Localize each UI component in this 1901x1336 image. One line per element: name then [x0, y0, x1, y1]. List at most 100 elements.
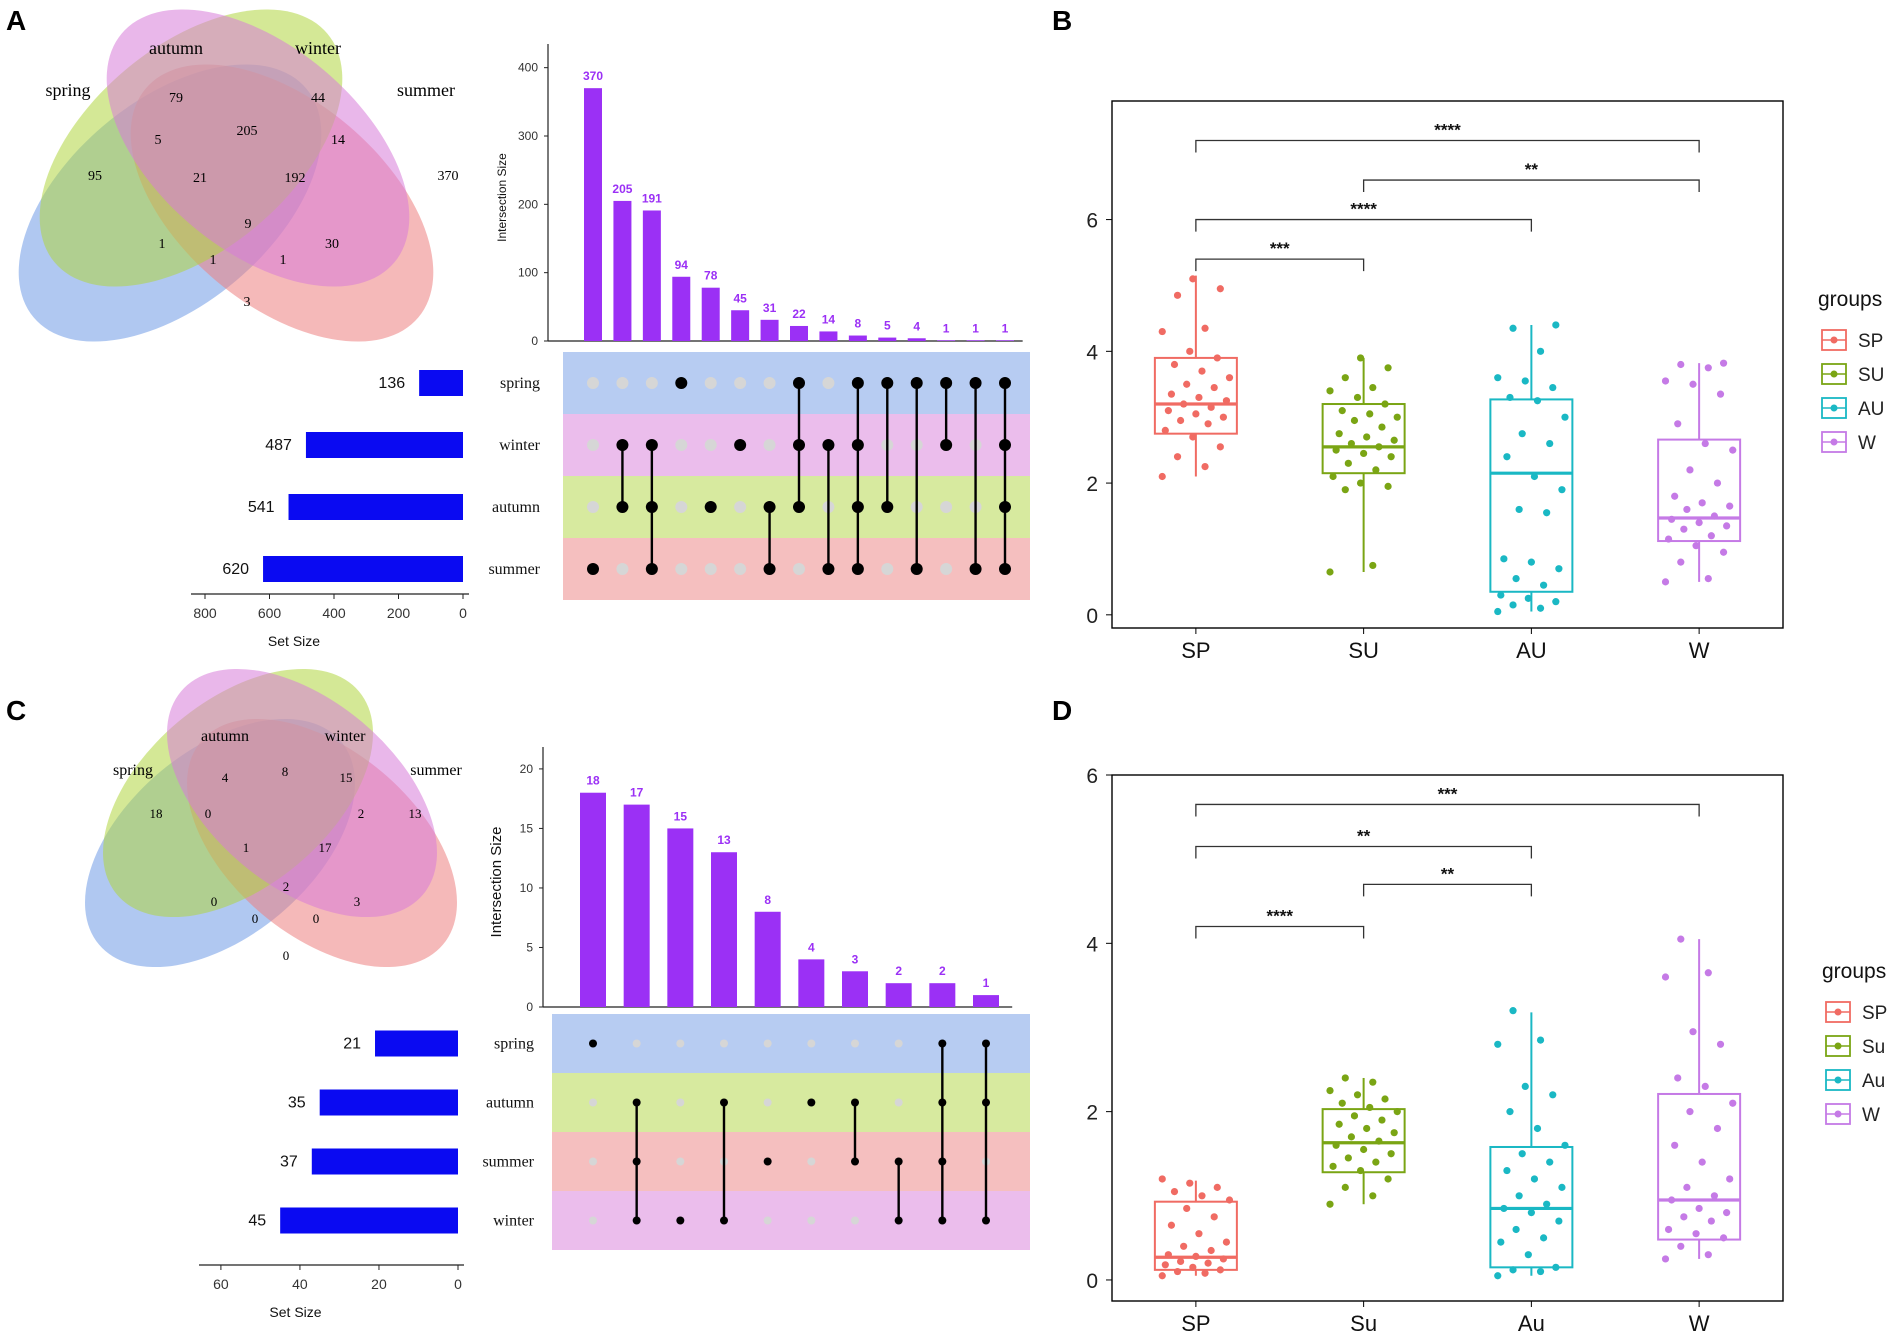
venn-region-count: 370 [438, 169, 459, 184]
data-point [1225, 374, 1234, 382]
upset-dot-filled [720, 1098, 728, 1107]
set-size-bar [280, 1207, 458, 1234]
upset-bar-label: 94 [675, 258, 689, 272]
data-point [1164, 1251, 1172, 1259]
venn-region-count: 1 [243, 840, 250, 855]
upset-dot-filled [894, 1157, 903, 1166]
upset-bar [907, 338, 926, 341]
y-tick-label: 2 [1086, 1102, 1098, 1125]
plot-frame [1111, 100, 1784, 629]
upset-bar [937, 340, 956, 341]
set-size-label: 620 [222, 561, 249, 578]
upset-dot-filled [938, 1216, 947, 1225]
legend-key-dot [1834, 1076, 1842, 1084]
data-point [1219, 413, 1227, 421]
data-point [1207, 403, 1215, 411]
upset-bar [584, 88, 602, 342]
upset-dot-empty [589, 1216, 597, 1225]
upset-dot-empty [807, 1216, 816, 1225]
venn-region-count: 0 [283, 948, 290, 963]
panel-label-b: B [1052, 5, 1072, 36]
data-point [1509, 1266, 1517, 1274]
data-point [1503, 453, 1511, 461]
upset-dot-filled [894, 1216, 903, 1225]
upset-dot-empty [587, 501, 599, 513]
data-point [1533, 1124, 1542, 1133]
upset-bar-label: 13 [717, 833, 731, 847]
legend-key-dot [1830, 370, 1838, 378]
data-point [1173, 453, 1182, 461]
x-tick-label: SU [1348, 638, 1379, 663]
legend-key-dot [1834, 1110, 1842, 1118]
legend-key-dot [1834, 1008, 1842, 1016]
venn-region-count: 1 [159, 237, 166, 252]
data-point [1524, 594, 1532, 602]
significance-bracket [1195, 925, 1365, 939]
upset-dot-empty [763, 1098, 772, 1107]
upset-dot-filled [632, 1157, 641, 1166]
upset-y-tick-label: 20 [520, 762, 534, 776]
upset-dot-filled [999, 439, 1011, 451]
upset-bar [885, 983, 912, 1007]
upset-set-label: autumn [486, 1095, 534, 1112]
data-point [1341, 486, 1349, 494]
data-point [1536, 347, 1545, 355]
upset-dot-empty [763, 377, 776, 389]
upset-bar-label: 2 [895, 964, 902, 978]
significance-bracket [1195, 845, 1533, 859]
legend-title: groups [1818, 288, 1882, 311]
upset-dot-empty [704, 377, 717, 389]
data-point [1671, 492, 1679, 500]
data-point [1536, 604, 1545, 612]
venn-set-label: spring [113, 762, 153, 779]
upset-dot-empty [704, 563, 717, 575]
data-point [1677, 1242, 1685, 1250]
venn-set-label: winter [295, 38, 341, 58]
upset-bar [842, 971, 868, 1007]
upset-dot-filled [822, 563, 835, 575]
legend-key-dot [1830, 336, 1838, 344]
upset-bar-label: 3 [852, 952, 859, 966]
upset-set-label: summer [488, 561, 540, 578]
x-tick-label: SP [1181, 638, 1210, 663]
upset-bar-label: 8 [764, 893, 771, 907]
data-point [1158, 1272, 1166, 1280]
upset-dot-filled [982, 1216, 990, 1225]
venn-set-label: autumn [201, 728, 249, 745]
data-point [1338, 1099, 1346, 1107]
upset-bar [929, 983, 956, 1007]
upset-y-label: Intersection Size [495, 153, 509, 242]
upset-bar-label: 45 [733, 291, 747, 305]
data-point [1494, 374, 1502, 382]
box [1321, 1108, 1406, 1174]
upset-dot-filled [763, 563, 776, 575]
y-tick-label: 4 [1086, 933, 1098, 956]
venn-region-count: 0 [211, 894, 218, 909]
upset-dot-filled [822, 439, 835, 451]
upset-dot-empty [851, 1216, 859, 1225]
data-point [1506, 1108, 1514, 1116]
upset-dot-filled [616, 501, 629, 513]
data-point [1332, 446, 1340, 454]
data-point [1213, 1183, 1221, 1191]
data-point [1561, 413, 1569, 421]
set-size-bar [288, 494, 463, 520]
upset-dot-filled [851, 501, 864, 513]
data-point [1726, 1175, 1734, 1183]
legend-key-dot [1834, 1042, 1842, 1050]
upset-bar [623, 804, 650, 1007]
upset-y-tick-label: 100 [518, 266, 538, 280]
upset-set-label: spring [494, 1036, 534, 1053]
upset-dot-filled [999, 563, 1011, 575]
data-point [1707, 1217, 1715, 1225]
data-point [1549, 383, 1557, 392]
set-size-tick-label: 0 [459, 605, 467, 621]
data-point [1326, 387, 1334, 395]
upset-bar [760, 319, 779, 341]
data-point [1515, 1192, 1523, 1200]
upset-bar [642, 210, 661, 341]
upset-dot-empty [676, 1098, 685, 1107]
data-point [1689, 1028, 1697, 1036]
set-size-bar [319, 1089, 458, 1116]
data-point [1549, 1091, 1557, 1099]
